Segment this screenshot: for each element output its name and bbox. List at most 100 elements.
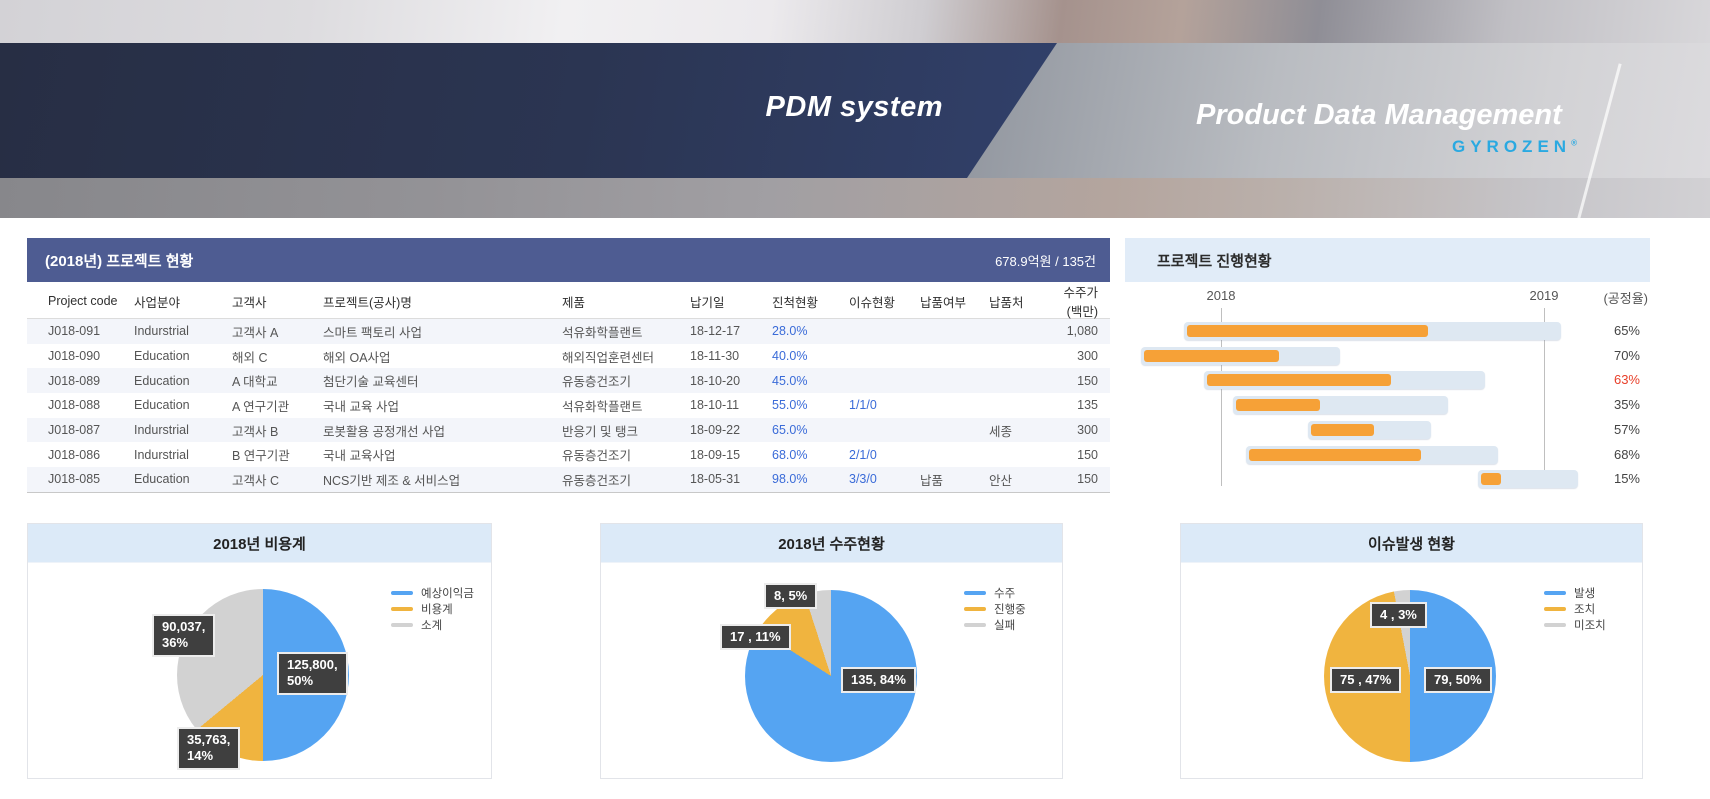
table-cell: 18-11-30 xyxy=(690,349,740,364)
table-cell: 유동층건조기 xyxy=(562,449,632,464)
gantt-progress-bar xyxy=(1481,473,1501,486)
gantt-track xyxy=(1184,322,1561,340)
table-cell: 18-09-22 xyxy=(690,423,741,438)
project-status-panel: (2018년) 프로젝트 현황 678.9억원 / 135건 Project c… xyxy=(27,238,1110,493)
table-cell: 고객사 C xyxy=(232,473,280,488)
table-cell: 1/1/0 xyxy=(849,398,877,413)
table-body: J018-091 Indurstrial 고객사 A 스마트 팩토리 사업 석유화학플랜… xyxy=(27,319,1110,493)
legend-item: 진행중 xyxy=(964,602,1026,616)
table-cell: 65.0% xyxy=(772,423,808,438)
gantt-track xyxy=(1308,420,1431,439)
table-cell: 해외직업훈련센터 xyxy=(562,350,655,365)
gantt-progress-label: 15% xyxy=(1613,471,1640,487)
table-row[interactable]: J018-085 Education 고객사 C NCS기반 제조 & 서비스업 유동층… xyxy=(27,467,1110,492)
pie-data-label: 17 , 11% xyxy=(720,624,791,651)
table-cell: J018-086 xyxy=(48,447,101,462)
gantt-progress-bar xyxy=(1144,349,1280,362)
legend-swatch xyxy=(964,590,986,595)
legend-item: 조치 xyxy=(1544,602,1606,616)
pie-data-label: 135, 84% xyxy=(841,667,916,694)
table-row[interactable]: J018-089 Education A 대학교 첨단기술 교육센터 유동층건조기 18-… xyxy=(27,368,1110,394)
gantt-axis: 2018 2019 (공정율) xyxy=(1125,288,1650,306)
gantt-progress-label: 63% xyxy=(1613,372,1640,388)
table-cell: 석유화학플랜트 xyxy=(562,325,643,340)
gantt-progress-label: 70% xyxy=(1613,347,1640,363)
table-cell: 55.0% xyxy=(772,398,808,413)
table-row[interactable]: J018-091 Indurstrial 고객사 A 스마트 팩토리 사업 석유화학플랜… xyxy=(27,319,1110,344)
table-cell: 유동층건조기 xyxy=(562,375,632,390)
table-header-row: Project code 사업분야 고객사 프로젝트(공사)명 제품 납기일 진척현황 이슈현… xyxy=(27,282,1110,319)
table-cell: A 대학교 xyxy=(232,375,278,390)
legend-swatch xyxy=(391,622,413,627)
table-cell: 300 xyxy=(1077,423,1098,438)
legend-label: 실패 xyxy=(994,619,1016,632)
gridline-2018 xyxy=(1221,308,1222,486)
column-header: 고객사 xyxy=(232,295,267,310)
table-cell: 스마트 팩토리 사업 xyxy=(323,325,422,340)
brand-logo: GYROZEN® xyxy=(1452,137,1577,157)
table-cell: 국내 교육사업 xyxy=(323,449,396,464)
table-cell: 안산 xyxy=(989,473,1013,488)
banner-photo-mid: PDM system Product Data Management GYROZ… xyxy=(0,43,1710,218)
legend-swatch xyxy=(1544,606,1566,611)
legend-label: 조치 xyxy=(1574,603,1596,616)
hero-banner: PDM system Product Data Management GYROZ… xyxy=(0,0,1710,218)
table-cell: 68.0% xyxy=(772,447,808,462)
project-table-summary: 678.9억원 / 135건 xyxy=(995,253,1096,269)
table-cell: Education xyxy=(134,472,190,487)
table-row[interactable]: J018-087 Indurstrial 고객사 B 로봇활용 공정개선 사업 반응기 … xyxy=(27,417,1110,443)
legend-swatch xyxy=(964,606,986,611)
table-cell: 28.0% xyxy=(772,324,808,339)
banner-navy-band: PDM system xyxy=(0,43,1057,178)
table-cell: 국내 교육 사업 xyxy=(323,399,399,414)
axis-year-end: 2019 xyxy=(1529,288,1559,303)
gantt-title: 프로젝트 진행현황 xyxy=(1125,238,1650,282)
gantt-track xyxy=(1141,346,1340,365)
table-cell: 해외 OA사업 xyxy=(323,350,391,365)
cost-pie-title: 2018년 비용계 xyxy=(28,524,491,563)
table-cell: 150 xyxy=(1077,472,1098,487)
column-header: 납품여부 xyxy=(920,295,967,310)
gantt-progress-bar xyxy=(1249,448,1422,461)
table-row[interactable]: J018-090 Education 해외 C 해외 OA사업 해외직업훈련센터 18-1… xyxy=(27,344,1110,369)
legend-item: 발생 xyxy=(1544,586,1606,600)
legend-swatch xyxy=(964,622,986,627)
table-cell: 고객사 B xyxy=(232,424,279,439)
pie-data-label: 90,037, 36% xyxy=(152,614,216,657)
legend-label: 미조치 xyxy=(1574,619,1606,632)
banner-photo-top xyxy=(0,0,1710,43)
gantt-progress-bar xyxy=(1311,423,1375,436)
table-cell: 18-12-17 xyxy=(690,324,741,339)
table-cell: Education xyxy=(134,373,190,388)
table-cell: 납품 xyxy=(920,473,944,488)
gantt-progress-label: 57% xyxy=(1613,421,1640,437)
table-cell: A 연구기관 xyxy=(232,399,290,414)
table-cell: 반응기 및 탱크 xyxy=(562,424,638,439)
gantt-track xyxy=(1246,445,1498,464)
table-cell: 18-10-11 xyxy=(690,398,740,413)
banner-photo-bottom xyxy=(0,178,1710,218)
gantt-track xyxy=(1233,396,1448,415)
table-cell: J018-085 xyxy=(48,472,101,487)
project-table-title: (2018년) 프로젝트 현황 xyxy=(45,252,194,270)
table-cell: NCS기반 제조 & 서비스업 xyxy=(323,473,461,488)
table-cell: 40.0% xyxy=(772,349,808,364)
column-header: 진척현황 xyxy=(772,295,819,310)
table-row[interactable]: J018-088 Education A 연구기관 국내 교육 사업 석유화학플랜트 18… xyxy=(27,393,1110,418)
issues-pie-panel: 이슈발생 현황 79, 50% 75 , 47% 4 , 3% 발생 조치 미조치 xyxy=(1180,523,1643,779)
legend-item: 미조치 xyxy=(1544,618,1606,632)
gantt-track xyxy=(1204,371,1485,390)
table-cell: Indurstrial xyxy=(134,324,189,339)
gantt-progress-label: 35% xyxy=(1613,397,1640,413)
table-cell: 18-05-31 xyxy=(690,472,741,487)
pie-legend: 예상이익금 비용계 소계 xyxy=(391,586,474,632)
table-cell: 3/3/0 xyxy=(849,472,877,487)
table-cell: 해외 C xyxy=(232,350,268,365)
pie-data-label: 125,800, 50% xyxy=(277,652,348,695)
table-cell: 18-10-20 xyxy=(690,373,741,388)
gridline-2019 xyxy=(1544,308,1545,486)
table-row[interactable]: J018-086 Indurstrial B 연구기관 국내 교육사업 유동층건조기 18… xyxy=(27,442,1110,467)
banner-subtitle: Product Data Management xyxy=(1196,99,1562,131)
table-cell: 45.0% xyxy=(772,373,808,388)
legend-item: 예상이익금 xyxy=(391,586,474,600)
